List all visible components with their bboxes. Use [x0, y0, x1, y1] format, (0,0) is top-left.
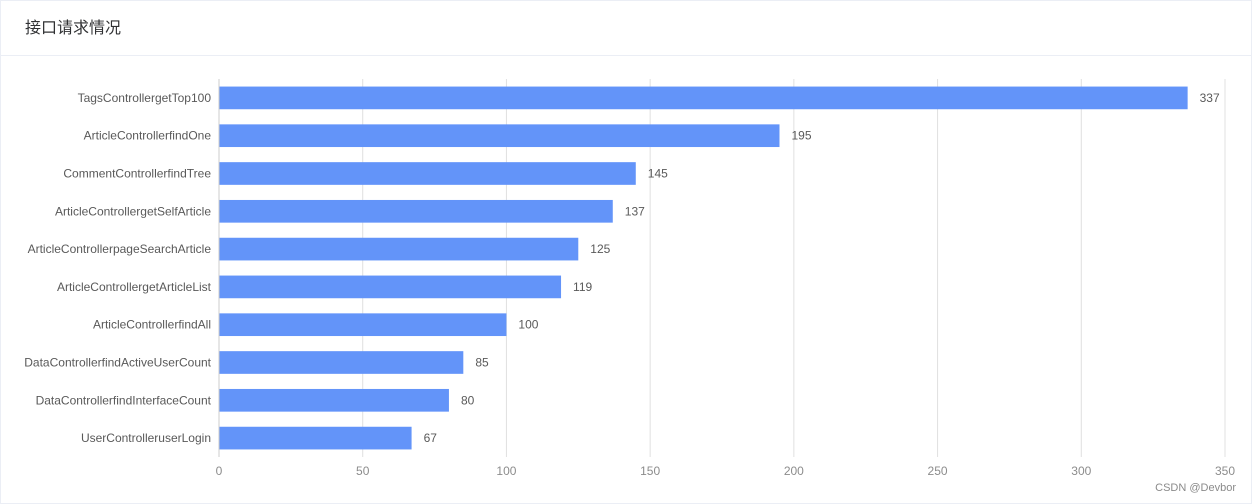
- data-label: 80: [461, 393, 475, 407]
- bar: [219, 275, 562, 299]
- x-tick-label: 50: [356, 464, 370, 478]
- data-label: 195: [791, 129, 811, 143]
- bar: [219, 388, 449, 412]
- data-label: 119: [573, 280, 592, 294]
- data-label: 100: [518, 318, 538, 332]
- data-label: 337: [1200, 91, 1220, 105]
- bar: [219, 351, 464, 374]
- x-tick-label: 150: [640, 464, 660, 478]
- category-label: ArticleControllergetSelfArticle: [55, 204, 211, 218]
- watermark: CSDN @Devbor: [1155, 482, 1236, 494]
- data-label: 137: [625, 204, 645, 218]
- x-tick-label: 300: [1071, 464, 1091, 478]
- category-label: DataControllerfindActiveUserCount: [24, 356, 211, 370]
- x-tick-label: 350: [1215, 464, 1235, 478]
- category-label: ArticleControllerfindOne: [84, 129, 212, 143]
- category-label: ArticleControllerfindAll: [93, 318, 211, 332]
- data-label: 125: [590, 242, 610, 256]
- category-label: TagsControllergetTop100: [78, 91, 212, 105]
- x-tick-label: 200: [784, 464, 804, 478]
- category-label: CommentControllerfindTree: [63, 167, 211, 181]
- data-label: 85: [475, 356, 489, 370]
- category-label: UserControlleruserLogin: [81, 431, 211, 445]
- bar: [219, 162, 636, 185]
- bar: [219, 124, 780, 148]
- x-tick-label: 100: [496, 464, 516, 478]
- data-label: 145: [648, 167, 668, 181]
- bar: [219, 199, 613, 223]
- card-header: 接口请求情况: [1, 1, 1251, 56]
- data-label: 67: [424, 431, 438, 445]
- x-tick-label: 0: [216, 464, 223, 478]
- bar: [219, 313, 507, 337]
- category-label: ArticleControllergetArticleList: [57, 280, 212, 294]
- bar: [219, 86, 1188, 110]
- category-label: ArticleControllerpageSearchArticle: [28, 242, 212, 256]
- bar: [219, 237, 579, 261]
- card-title: 接口请求情况: [25, 18, 122, 37]
- x-tick-label: 250: [928, 464, 948, 478]
- category-label: DataControllerfindInterfaceCount: [36, 393, 212, 407]
- bar: [219, 426, 412, 450]
